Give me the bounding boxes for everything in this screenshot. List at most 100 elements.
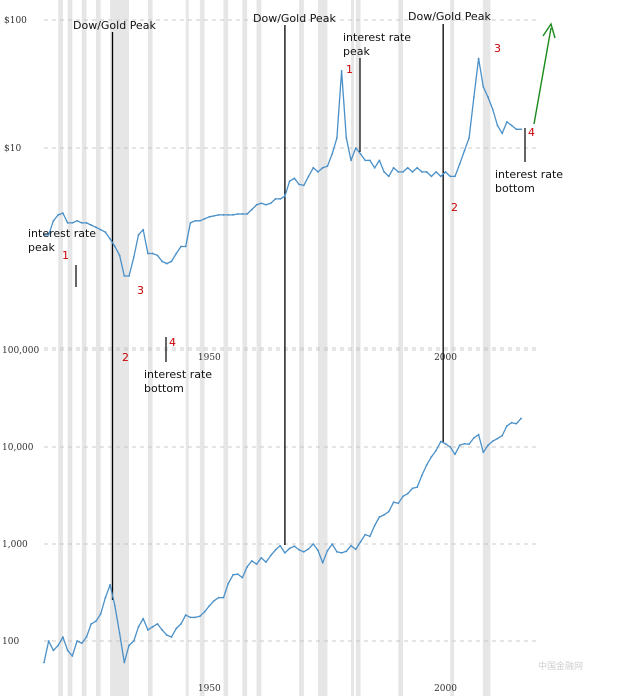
dow-gold-ratio-line-point-93: [482, 86, 485, 88]
peak-label-1966: Dow/Gold Peak: [253, 12, 336, 25]
dow-gold-ratio-line-point-96: [496, 124, 499, 127]
dow-index-line-point-32: [194, 616, 197, 619]
ratio-axis-ticks: $100 $10 1950 2000: [4, 16, 457, 363]
dow-index-line-point-66: [354, 548, 357, 551]
wave-3-early: 3: [137, 284, 144, 297]
dow-index-line-point-85: [444, 442, 447, 445]
dow-gold-ratio-line-point-13: [104, 231, 107, 234]
dow-index-line-point-79: [416, 486, 419, 489]
dow-index-line-point-91: [472, 437, 475, 439]
rate-peak-1980-line1: interest rate: [343, 31, 411, 44]
dow-xtick-label-1: 2000: [434, 684, 457, 694]
dow-index-line-point-87: [454, 453, 456, 456]
dow-index-line-point-57: [312, 543, 315, 545]
dow-index-line-point-63: [340, 551, 343, 554]
dow-index-line-point-20: [137, 625, 140, 628]
dow-index-line-point-89: [463, 442, 466, 445]
dow-gold-ratio-line-point-43: [246, 213, 249, 215]
peak-label-1999: Dow/Gold Peak: [408, 10, 491, 23]
dow-gold-ratio-line-point-91: [472, 96, 475, 98]
dow-index-line-point-50: [279, 544, 282, 547]
dow-index-line-point-1: [47, 640, 50, 642]
dow-index-line-point-54: [298, 548, 300, 551]
dow-gold-ratio-line-point-41: [236, 213, 239, 215]
dow-index-line-point-90: [468, 443, 471, 446]
dow-index-line-point-99: [510, 421, 513, 424]
dow-gold-ratio-line-point-70: [373, 166, 376, 169]
recession-band-6: [185, 0, 189, 696]
dow-index-line-point-45: [255, 563, 258, 566]
recession-band-13: [351, 0, 355, 696]
dow-index-line-point-18: [128, 644, 130, 647]
dow-index-line-point-80: [421, 474, 423, 477]
dow-gold-ratio-line-point-3: [57, 214, 60, 216]
dow-index-line-point-49: [274, 548, 277, 551]
dow-gold-ratio-line-point-19: [132, 256, 135, 259]
dow-gold-ratio-line-point-48: [269, 202, 272, 205]
dow-index-line-point-92: [477, 433, 480, 436]
dow-gold-ratio-line-point-53: [293, 177, 296, 180]
dow-gold-ratio-line-point-72: [383, 171, 386, 173]
dow-index-line-point-83: [435, 449, 437, 452]
dow-index-line-point-100: [515, 422, 518, 425]
dow-index-line-point-31: [189, 616, 192, 619]
dow-index-line-point-88: [458, 444, 461, 447]
dow-index-line-point-71: [378, 516, 381, 518]
dow-gold-ratio-line-point-80: [421, 171, 423, 173]
projection-arrow-head: [542, 22, 556, 39]
dow-index-line-point-19: [132, 640, 135, 642]
dow-gold-ratio-line-point-81: [425, 171, 428, 173]
dow-index-line-point-72: [383, 513, 386, 516]
rate-bottom-label-line2: bottom: [144, 382, 184, 395]
dow-gold-ratio-line-point-50: [279, 198, 282, 200]
dow-index-line-point-13: [104, 596, 107, 599]
dow-index-line-point-35: [208, 605, 211, 607]
dow-gold-ratio-line-point-64: [345, 136, 348, 139]
dow-index-line-point-78: [411, 487, 414, 490]
dow-index-line-point-14: [109, 583, 112, 586]
dow-gold-ratio-line-point-58: [317, 171, 319, 173]
dow-gold-ratio-line-point-66: [354, 147, 357, 149]
dow-index-line-point-81: [425, 464, 428, 467]
dow-gold-ratio-line-point-39: [227, 214, 230, 216]
wave-1-early: 1: [62, 249, 69, 262]
dow-index-line-point-73: [387, 510, 390, 513]
dow-index-line-point-95: [491, 440, 494, 443]
watermark: 中国金融网: [538, 660, 583, 672]
rate-bottom-2012-line1: interest rate: [495, 168, 563, 181]
dow-gold-ratio-line-point-77: [406, 166, 409, 169]
dow-gold-ratio-line-point-97: [501, 132, 504, 135]
dow-gold-ratio-line-point-17: [123, 275, 126, 277]
dow-gold-ratio-line-point-88: [458, 163, 461, 165]
dow-gold-ratio-line-point-26: [165, 262, 168, 265]
dow-index-line-point-61: [331, 543, 334, 545]
dow-xtick-label-0: 1950: [198, 684, 221, 694]
dow-gold-ratio-line-point-99: [510, 124, 513, 127]
wave-1-late: 1: [346, 63, 353, 76]
dow-index-line-point-28: [175, 627, 178, 630]
dow-index-line-point-51: [284, 551, 286, 554]
dow-index-line-point-25: [161, 629, 163, 631]
dow-gold-ratio-line-point-60: [326, 165, 329, 168]
dow-gold-ratio-line-point-49: [274, 198, 277, 200]
dow-gold-ratio-line-point-76: [402, 171, 404, 173]
dow-index-line-point-16: [118, 632, 121, 635]
dow-gold-ratio-line-point-6: [71, 221, 74, 224]
dow-gold-ratio-line-point-4: [61, 212, 64, 215]
dow-index-line-point-0: [43, 661, 45, 664]
dow-gold-ratio-line-point-21: [142, 228, 145, 231]
recession-band-15: [398, 0, 404, 696]
dow-gold-ratio-line-point-44: [250, 208, 253, 211]
dow-index-line-point-41: [236, 573, 239, 575]
dow-gold-ratio-line-point-7: [76, 219, 78, 222]
dow-index-line-point-33: [198, 615, 201, 618]
wave-2-early: 2: [122, 351, 129, 364]
dow-gold-ratio-line-point-54: [298, 183, 300, 186]
dow-gold-ratio-line-point-5: [66, 221, 69, 224]
dow-index-line-point-53: [293, 545, 296, 548]
dow-index-line-point-17: [123, 661, 126, 664]
recession-band-7: [199, 0, 205, 696]
dow-gold-ratio-line-point-18: [128, 275, 130, 277]
dow-gold-ratio-line-point-78: [411, 171, 414, 173]
